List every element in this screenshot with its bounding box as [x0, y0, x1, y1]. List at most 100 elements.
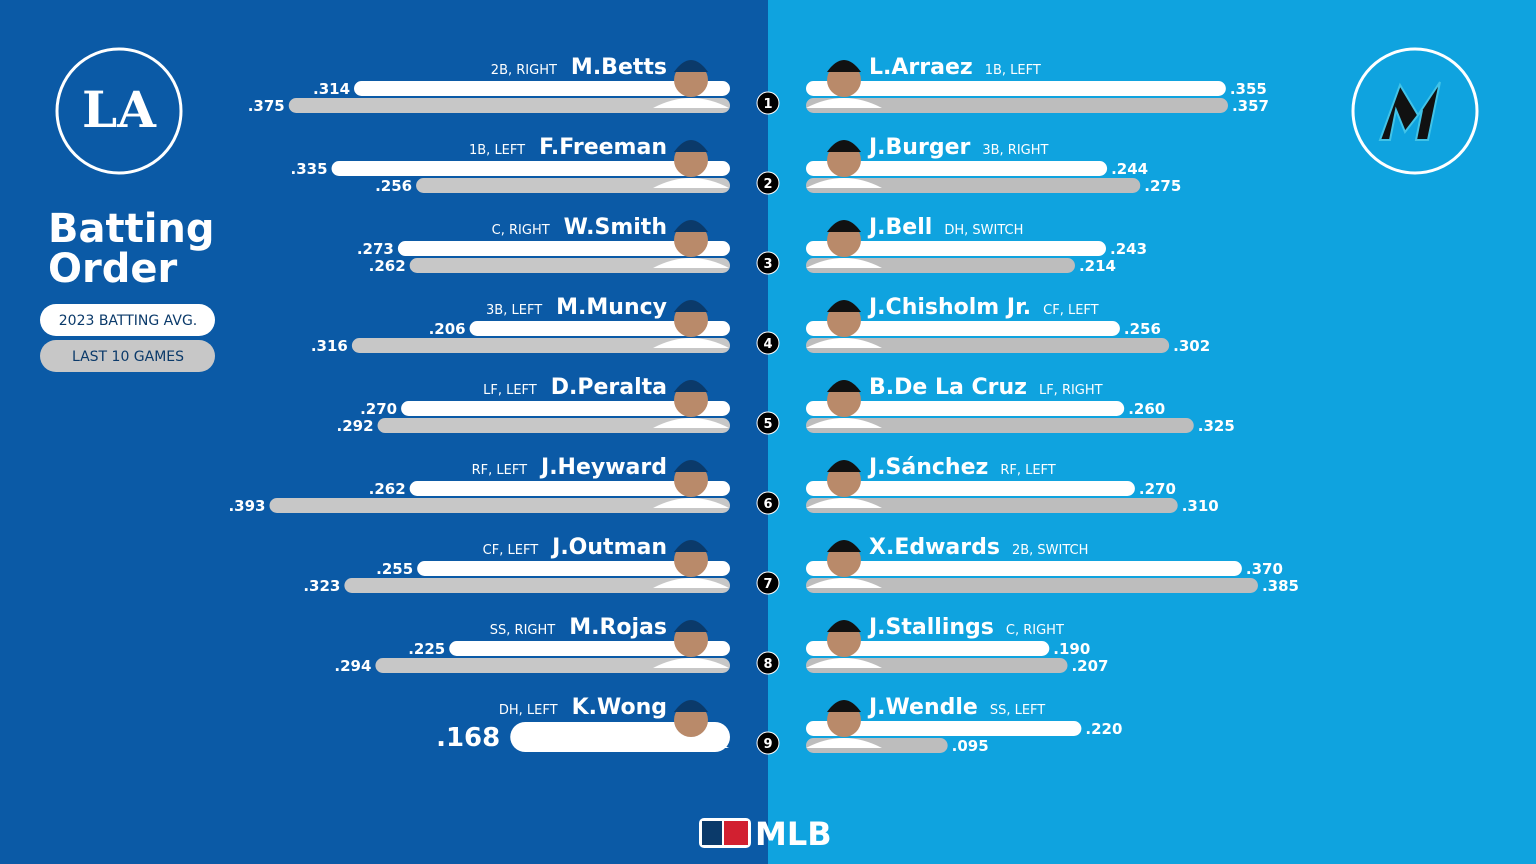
player-line: J.Chisholm Jr. CF, LEFT [867, 295, 1099, 320]
headshot-cap [827, 540, 861, 552]
player-line: SS, RIGHT M.Rojas [490, 615, 667, 640]
player-name: L.Arraez [869, 55, 973, 80]
last10-bar [409, 258, 730, 273]
headshot-jersey [653, 98, 729, 108]
title-cont: Order [48, 246, 177, 292]
player-name: M.Muncy [556, 295, 667, 320]
season-bar [806, 321, 1120, 336]
player-name: J.Sánchez [867, 455, 988, 480]
title-line: Batting Order [48, 206, 215, 292]
footer: MLB [755, 815, 832, 853]
headshot-cap [674, 220, 708, 232]
last10-bar [269, 498, 730, 513]
headshot-cap [674, 460, 708, 472]
headshot-jersey [806, 98, 882, 108]
headshot-jersey [653, 658, 729, 668]
player-name: J.Bell [867, 215, 932, 240]
last10-bar [416, 178, 730, 193]
player-position: CF, LEFT [483, 543, 539, 558]
order-number: 4 [763, 337, 772, 352]
headshot-cap [827, 300, 861, 312]
last10-bar [806, 338, 1170, 353]
headshot-cap [827, 380, 861, 392]
season-bar [469, 321, 730, 336]
headshot-jersey [806, 658, 882, 668]
season-label: .220 [1085, 720, 1122, 738]
last10-bar [806, 258, 1075, 273]
order-number: 9 [763, 737, 772, 752]
last10-label: .262 [369, 257, 406, 275]
player-line: B.De La Cruz LF, RIGHT [869, 375, 1103, 400]
player-name: B.De La Cruz [869, 375, 1027, 400]
order-badge [756, 571, 780, 595]
season-bar [806, 561, 1242, 576]
season-bar [409, 481, 730, 496]
legend-season: 2023 BATTING AVG. [59, 313, 198, 329]
headshot-jersey [653, 578, 729, 588]
season-label: .270 [360, 400, 397, 418]
headshot-jersey [806, 738, 882, 748]
last10-label: .316 [311, 337, 348, 355]
season-label: .256 [1124, 320, 1161, 338]
headshot-jersey [806, 498, 882, 508]
season-bar [397, 241, 730, 256]
season-label: .370 [1246, 560, 1283, 578]
player-name: D.Peralta [551, 375, 667, 400]
last10-bar [806, 498, 1178, 513]
season-label: .262 [369, 480, 406, 498]
player-name: J.Chisholm Jr. [867, 295, 1031, 320]
headshot-cap [674, 700, 708, 712]
last10-bar [377, 418, 730, 433]
player-name: J.Heyward [539, 455, 667, 480]
player-line: 2B, RIGHT M.Betts [491, 55, 667, 80]
player-line: J.Stallings C, RIGHT [867, 615, 1064, 640]
player-name: J.Outman [550, 535, 667, 560]
player-line: 1B, LEFT F.Freeman [469, 135, 667, 160]
season-bar [806, 721, 1082, 736]
season-bar [806, 241, 1107, 256]
player-name: M.Betts [571, 55, 667, 80]
last10-label: .357 [1232, 97, 1269, 115]
season-bar [401, 401, 730, 416]
order-number: 3 [763, 257, 772, 272]
player-position: C, RIGHT [492, 223, 550, 238]
last10-label: .207 [1071, 657, 1108, 675]
legend-last10: LAST 10 GAMES [72, 349, 184, 365]
last10-bar [375, 658, 730, 673]
player-position: CF, LEFT [1043, 303, 1099, 318]
headshot-jersey [653, 258, 729, 268]
player-position: 1B, LEFT [469, 143, 525, 158]
headshot-jersey [653, 498, 729, 508]
mlb-logo-blue [702, 821, 722, 845]
season-bar [417, 561, 730, 576]
player-position: LF, LEFT [483, 383, 537, 398]
headshot-cap [827, 700, 861, 712]
season-label: .168 [436, 723, 500, 753]
season-label: .243 [1110, 240, 1147, 258]
player-position: 2B, SWITCH [1012, 543, 1088, 558]
season-label: .273 [357, 240, 394, 258]
title: Batting [48, 206, 215, 252]
player-position: 2B, RIGHT [491, 63, 557, 78]
last10-bar [806, 418, 1194, 433]
order-badge [756, 651, 780, 675]
last10-label: .294 [334, 657, 371, 675]
last10-label: .325 [1198, 417, 1235, 435]
season-bar [806, 81, 1226, 96]
player-position: DH, LEFT [499, 703, 558, 718]
season-label: .244 [1111, 160, 1148, 178]
headshot-cap [674, 140, 708, 152]
headshot-cap [674, 300, 708, 312]
player-position: SS, RIGHT [490, 623, 555, 638]
last10-label: .385 [1262, 577, 1299, 595]
order-badge [756, 251, 780, 275]
season-bar [331, 161, 730, 176]
last10-label: .310 [1182, 497, 1219, 515]
last10-bar [806, 578, 1258, 593]
left-logo: LA [82, 80, 157, 139]
season-bar [449, 641, 730, 656]
last10-label: .214 [1079, 257, 1116, 275]
last10-label: .375 [248, 97, 285, 115]
player-line: J.Bell DH, SWITCH [867, 215, 1023, 240]
headshot-jersey [806, 578, 882, 588]
